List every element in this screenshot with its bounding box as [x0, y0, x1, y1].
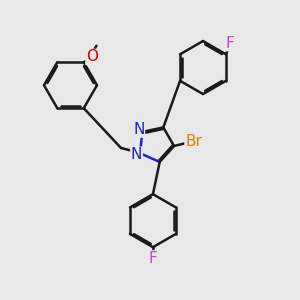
Text: F: F: [226, 36, 235, 51]
Text: O: O: [86, 50, 98, 64]
Text: Br: Br: [185, 134, 202, 149]
Text: N: N: [133, 122, 145, 137]
Text: N: N: [131, 147, 142, 162]
Text: F: F: [148, 251, 157, 266]
